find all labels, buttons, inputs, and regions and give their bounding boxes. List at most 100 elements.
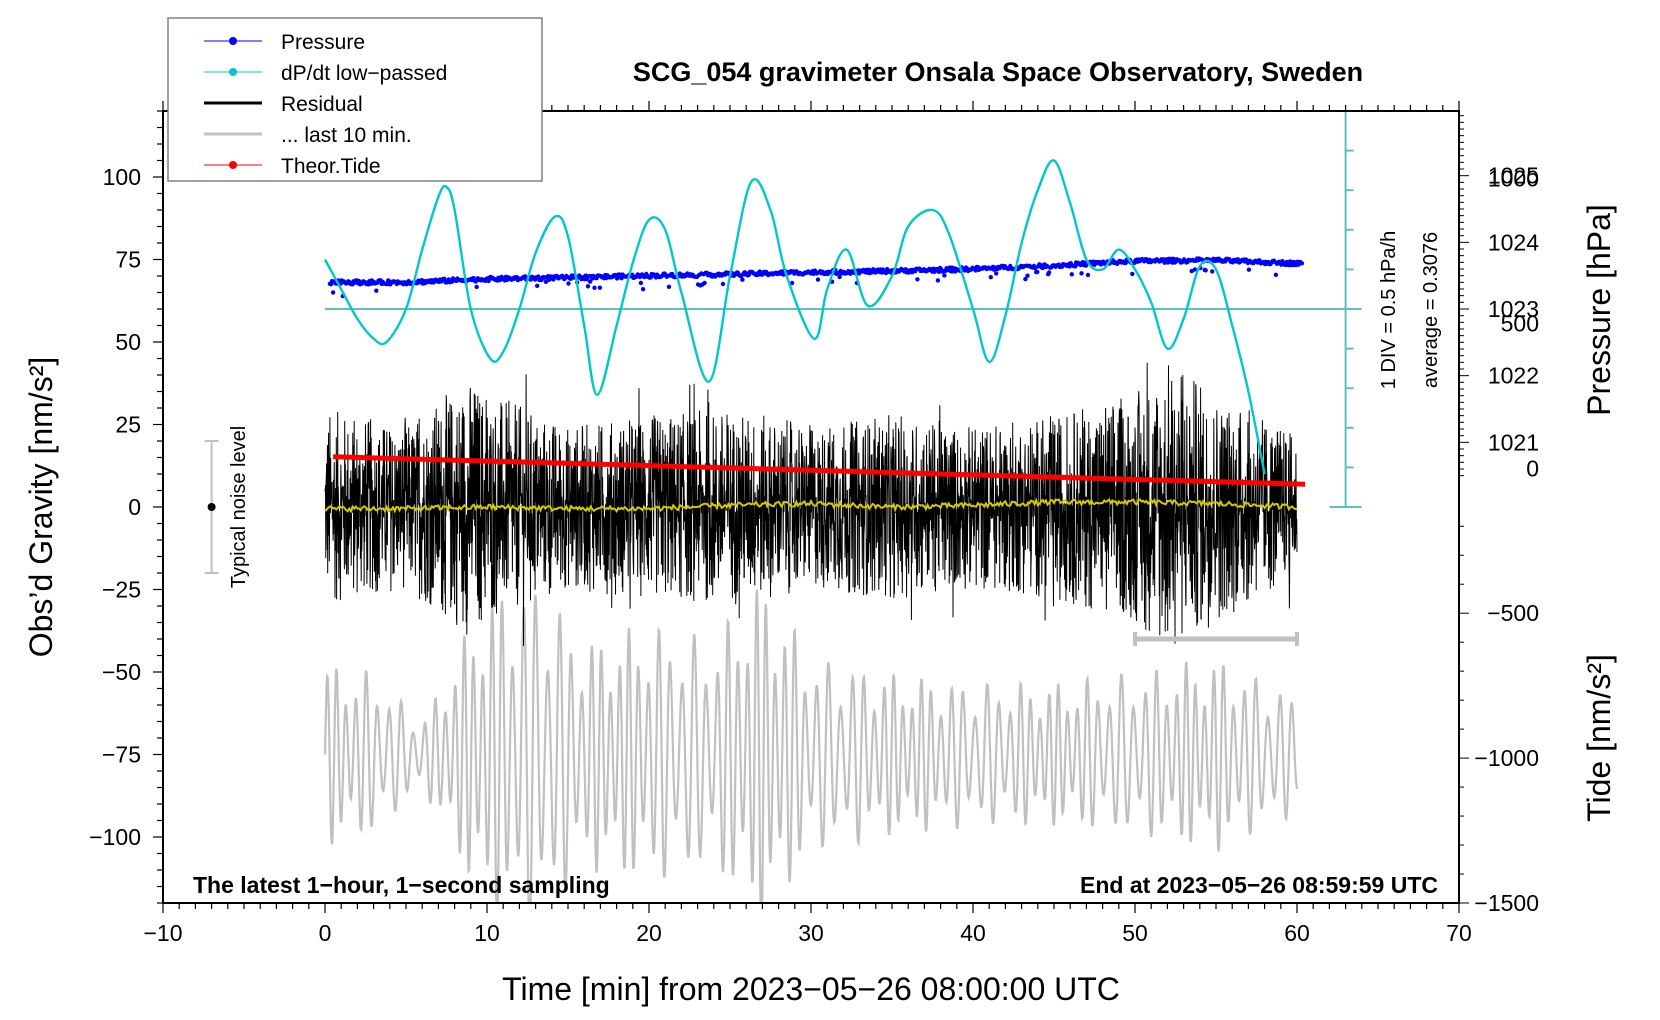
y-tick-label: 100 xyxy=(103,164,141,190)
pressure-series xyxy=(327,256,1305,299)
x-tick-label: 60 xyxy=(1284,920,1310,946)
pressure-point xyxy=(935,278,941,283)
x-tick-label: 70 xyxy=(1446,920,1472,946)
x-tick-label: 0 xyxy=(319,920,332,946)
pressure-tick-label: 1021 xyxy=(1488,429,1539,455)
y-tick-label: 0 xyxy=(128,494,141,520)
legend-label: Residual xyxy=(281,93,363,116)
pressure-point xyxy=(1032,265,1038,271)
residual-smoothed-line xyxy=(324,497,1298,514)
tide-axis-title: Tide [nm/s²] xyxy=(1581,654,1617,822)
pressure-point xyxy=(543,279,549,284)
pressure-tick-label: 1024 xyxy=(1488,229,1539,255)
tide-line xyxy=(333,454,1306,487)
pressure-point xyxy=(988,275,993,280)
pressure-point xyxy=(915,277,920,282)
dpdt-scale-label: 1 DIV = 0.5 hPa/h xyxy=(1378,231,1400,389)
pressure-point xyxy=(585,284,591,289)
y-tick-label: 50 xyxy=(115,329,141,355)
pressure-point xyxy=(666,284,672,289)
x-tick-label: 50 xyxy=(1122,920,1148,946)
y-tick-label: −50 xyxy=(102,659,141,685)
pressure-point xyxy=(374,288,379,293)
tide-series xyxy=(333,454,1306,487)
y-tick-label: −100 xyxy=(89,824,141,850)
pressure-point xyxy=(1171,256,1176,261)
pressure-point xyxy=(592,285,597,290)
sampling-note: The latest 1−hour, 1−second sampling xyxy=(193,872,610,898)
last-10-min-bar xyxy=(1133,632,1299,646)
pressure-point xyxy=(566,281,571,286)
pressure-point xyxy=(1035,269,1040,275)
tide-tick-label: 0 xyxy=(1526,455,1539,481)
pressure-point xyxy=(942,273,947,278)
x-tick-label: 40 xyxy=(960,920,986,946)
x-tick-label: 20 xyxy=(636,920,662,946)
last-10-min-line xyxy=(323,589,1299,903)
pressure-point xyxy=(1203,268,1208,273)
pressure-point xyxy=(638,280,644,286)
noise-label: Typical noise level xyxy=(228,426,250,588)
pressure-point xyxy=(815,277,821,282)
pressure-point xyxy=(720,281,726,287)
residual-series xyxy=(324,362,1298,646)
legend-marker xyxy=(229,37,237,45)
pressure-point xyxy=(1192,267,1198,272)
pressure-point xyxy=(474,284,479,290)
y-tick-label: 25 xyxy=(115,412,141,438)
pressure-point xyxy=(740,277,745,282)
residual-line xyxy=(324,362,1298,646)
end-time-note: End at 2023−05−26 08:59:59 UTC xyxy=(1080,872,1438,898)
noise-bar-center xyxy=(207,503,216,511)
legend: Pressure dP/dt low−passed Residual ... last… xyxy=(167,17,543,182)
pressure-point xyxy=(597,285,603,290)
tide-tick-label: −500 xyxy=(1487,600,1539,626)
typical-noise-bar xyxy=(204,440,219,574)
dpdt-line xyxy=(323,159,1266,475)
pressure-point xyxy=(587,279,593,284)
legend-label: Theor.Tide xyxy=(281,155,381,178)
pressure-point xyxy=(1246,267,1252,272)
axes: −10 0 10 20 30 40 50 60 701007550250−25−50−75−10… xyxy=(89,101,1539,946)
pressure-point xyxy=(1210,269,1215,274)
legend-label: dP/dt low−passed xyxy=(281,62,447,85)
tide-tick-label: 1000 xyxy=(1488,166,1539,192)
dpdt-average-label: average = 0.3076 xyxy=(1420,232,1442,388)
x-tick-label: 30 xyxy=(798,920,824,946)
pressure-point xyxy=(1130,271,1135,277)
pressure-point xyxy=(702,280,707,286)
x-tick-label: 10 xyxy=(474,920,500,946)
pressure-point xyxy=(1273,272,1279,277)
pressure-point xyxy=(994,271,999,276)
pressure-point xyxy=(789,280,795,286)
pressure-point xyxy=(1025,273,1030,278)
pressure-point xyxy=(837,274,842,280)
pressure-point xyxy=(1085,272,1091,278)
legend-label: ... last 10 min. xyxy=(281,124,412,147)
pressure-point xyxy=(442,276,447,281)
legend-marker xyxy=(229,161,237,169)
dpdt-scale-bar xyxy=(325,110,1362,508)
pressure-point xyxy=(583,273,588,278)
dpdt-series xyxy=(323,159,1266,475)
pressure-point xyxy=(640,287,646,292)
y-tick-label: −75 xyxy=(102,742,141,768)
last-10-min-series xyxy=(323,589,1299,903)
chart-title: SCG_054 gravimeter Onsala Space Observat… xyxy=(633,57,1363,87)
pressure-point xyxy=(614,276,620,281)
legend-box xyxy=(167,17,543,182)
pressure-point xyxy=(1046,270,1052,275)
y-axis-left-title: Obs’d Gravity [nm/s²] xyxy=(23,357,59,658)
y-tick-label: 75 xyxy=(115,247,141,273)
pressure-point xyxy=(1299,261,1305,266)
pressure-point xyxy=(1044,263,1050,269)
pressure-point xyxy=(1079,271,1084,276)
pressure-tick-label: 1022 xyxy=(1488,363,1539,389)
legend-label: Pressure xyxy=(281,31,365,54)
y-tick-label: −25 xyxy=(102,577,141,603)
pressure-point xyxy=(1023,276,1028,282)
pressure-tick-label: 1025 xyxy=(1488,163,1539,189)
tide-tick-label: −1500 xyxy=(1474,890,1539,916)
pressure-point xyxy=(330,290,336,295)
